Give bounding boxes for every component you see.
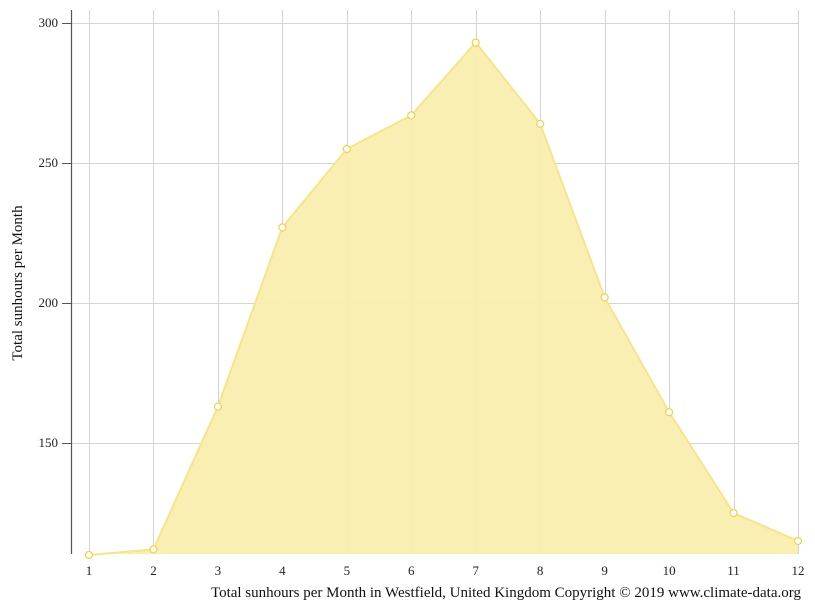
x-tick-label: 11 <box>727 563 740 578</box>
data-point <box>729 508 738 518</box>
series-area <box>89 42 798 556</box>
x-tick-label: 6 <box>408 563 415 578</box>
y-tick-label: 200 <box>39 295 59 310</box>
data-point <box>536 119 545 128</box>
x-tick-label: 4 <box>279 563 286 578</box>
x-tick-label: 10 <box>663 563 676 578</box>
x-tick-label: 3 <box>215 563 222 578</box>
data-point <box>84 550 94 560</box>
data-point <box>213 402 223 411</box>
x-tick-label: 2 <box>150 563 157 578</box>
data-point <box>793 536 803 546</box>
x-tick-label: 1 <box>86 563 93 578</box>
y-tick-label: 150 <box>39 435 59 450</box>
data-point <box>600 293 609 302</box>
axis-layer <box>62 10 73 554</box>
data-point <box>407 111 416 120</box>
data-point <box>278 223 287 232</box>
marker-layer <box>84 38 803 560</box>
data-point <box>664 408 674 417</box>
chart-caption: Total sunhours per Month in Westfield, U… <box>210 585 801 601</box>
data-point <box>342 144 351 154</box>
data-point <box>149 545 158 554</box>
x-tick-label: 12 <box>792 563 805 578</box>
area-layer <box>88 41 799 556</box>
x-tick-label: 8 <box>537 563 544 578</box>
y-tick-label: 300 <box>39 15 59 30</box>
y-tick-label: 250 <box>39 155 59 170</box>
x-tick-label: 9 <box>601 563 608 578</box>
x-tick-label: 5 <box>344 563 351 578</box>
series-line <box>88 41 799 556</box>
x-tick-label: 7 <box>472 563 479 578</box>
y-axis-title: Total sunhours per Month <box>10 205 26 361</box>
data-point <box>471 38 480 47</box>
